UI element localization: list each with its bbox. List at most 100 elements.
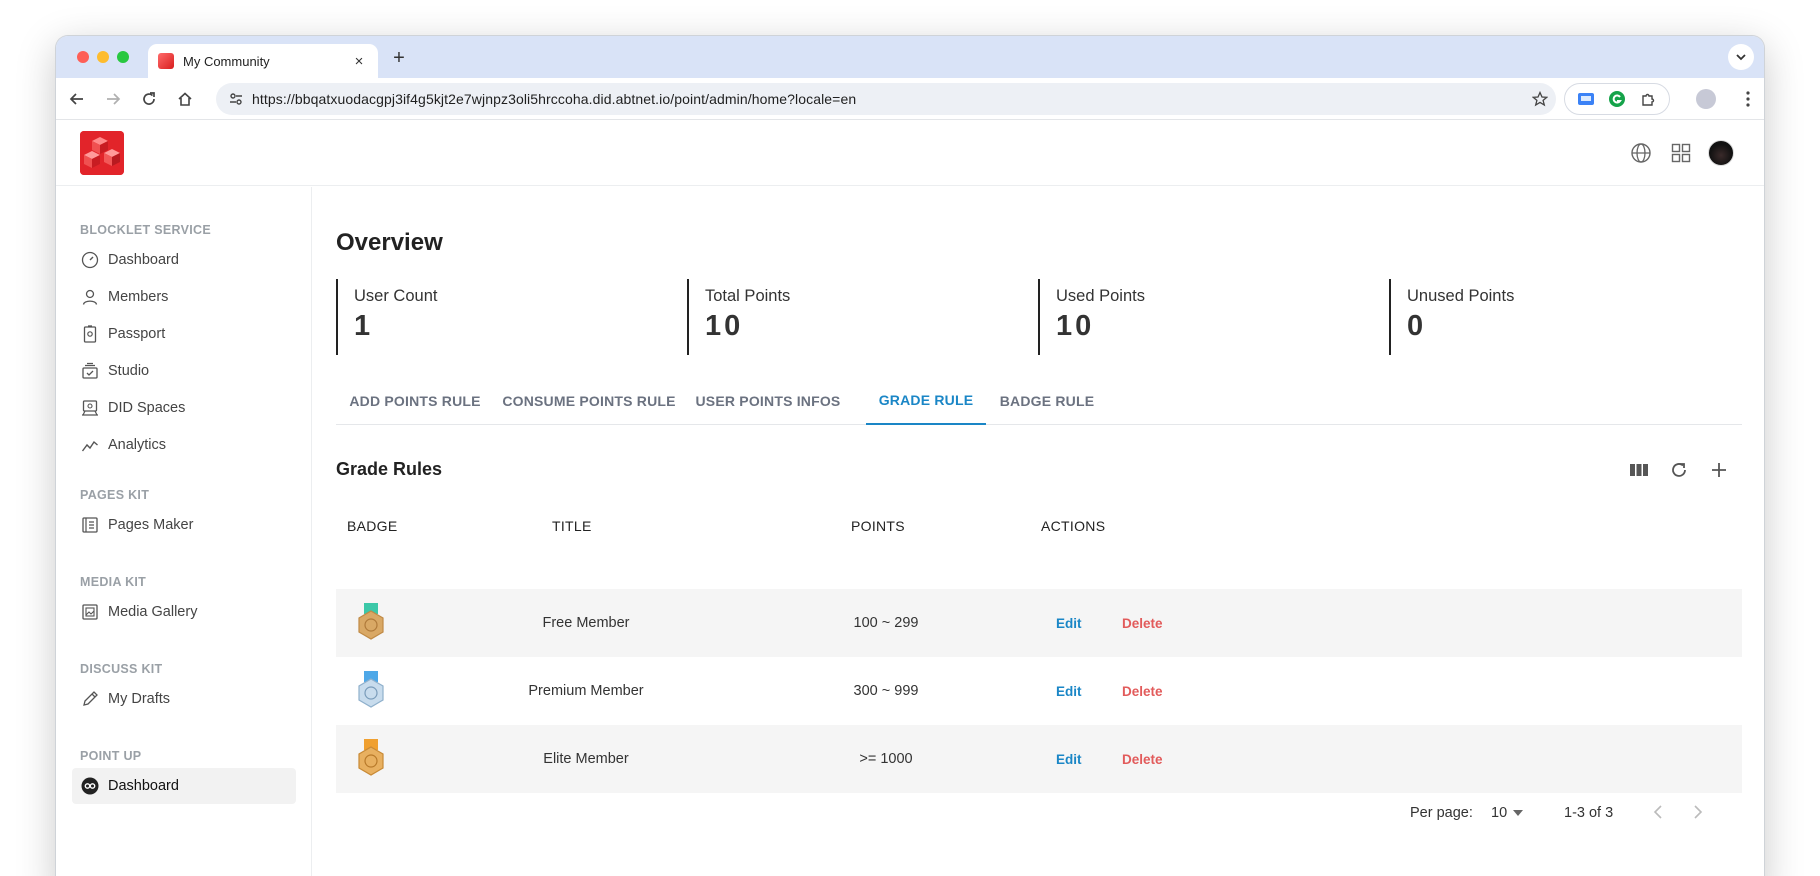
- bookmark-star-icon[interactable]: [1524, 91, 1556, 107]
- url-text: https://bbqatxuodacgpj3if4g5kjt2e7wjnpz3…: [252, 91, 857, 107]
- sidebar-item-label: Passport: [108, 326, 166, 342]
- person-icon: [80, 287, 100, 307]
- grade-points: 300 ~ 999: [853, 683, 919, 699]
- app-logo[interactable]: [80, 131, 124, 175]
- address-bar[interactable]: https://bbqatxuodacgpj3if4g5kjt2e7wjnpz3…: [216, 83, 1556, 115]
- sidebar-item-point-up-dashboard[interactable]: Dashboard: [72, 768, 296, 804]
- sidebar-item-label: My Drafts: [108, 691, 171, 707]
- language-globe-icon[interactable]: [1628, 140, 1654, 166]
- column-header-title: TITLE: [552, 518, 592, 534]
- sidebar-item-did-spaces[interactable]: DID Spaces: [72, 390, 296, 426]
- column-header-points: POINTS: [851, 518, 905, 534]
- sidebar-item-dashboard[interactable]: Dashboard: [72, 242, 296, 278]
- refresh-icon: [1672, 463, 1686, 477]
- more-vertical-icon: [1746, 91, 1750, 107]
- minimize-window-button[interactable]: [97, 51, 109, 63]
- sidebar-item-media-gallery[interactable]: Media Gallery: [72, 594, 296, 630]
- home-icon: [178, 92, 192, 106]
- edit-button[interactable]: Edit: [1056, 683, 1082, 699]
- next-page-button[interactable]: [1685, 799, 1711, 825]
- stat-value: 0: [1407, 310, 1427, 342]
- reload-button[interactable]: [136, 86, 162, 112]
- sidebar-item-label: Dashboard: [108, 778, 179, 794]
- tab-add-points-rule[interactable]: ADD POINTS RULE: [349, 393, 481, 409]
- close-window-button[interactable]: [77, 51, 89, 63]
- stat-label: User Count: [354, 287, 438, 305]
- sidebar-section-point-up: POINT UP: [80, 749, 142, 763]
- tab-search-button[interactable]: [1728, 44, 1754, 70]
- previous-page-button[interactable]: [1645, 799, 1671, 825]
- stat-used-points: Used Points 10: [1038, 279, 1378, 355]
- per-page-label: Per page:: [1410, 805, 1473, 821]
- back-button[interactable]: [64, 86, 90, 112]
- studio-icon: [80, 361, 100, 381]
- sidebar-item-passport[interactable]: Passport: [72, 316, 296, 352]
- refresh-button[interactable]: [1666, 457, 1692, 483]
- add-rule-button[interactable]: [1706, 457, 1732, 483]
- sidebar-item-studio[interactable]: Studio: [72, 353, 296, 389]
- grade-points: 100 ~ 299: [853, 615, 919, 631]
- stat-total-points: Total Points 10: [687, 279, 1027, 355]
- plus-icon: [1712, 463, 1726, 477]
- extensions-puzzle-icon[interactable]: [1638, 89, 1658, 109]
- pagination-range: 1-3 of 3: [1564, 805, 1614, 821]
- maximize-window-button[interactable]: [117, 51, 129, 63]
- delete-button[interactable]: Delete: [1122, 615, 1163, 631]
- tab-grade-rule[interactable]: GRADE RULE: [866, 377, 986, 425]
- point-up-logo-icon: [80, 776, 100, 796]
- sidebar-section-blocklet-service: BLOCKLET SERVICE: [80, 223, 211, 237]
- site-settings-icon[interactable]: [226, 89, 246, 109]
- browser-tab[interactable]: My Community ×: [148, 44, 378, 78]
- sidebar-item-analytics[interactable]: Analytics: [72, 427, 296, 463]
- stat-unused-points: Unused Points 0: [1389, 279, 1729, 355]
- screenshot-extension-icon[interactable]: [1576, 89, 1596, 109]
- column-header-badge: BADGE: [347, 518, 398, 534]
- page-title: Overview: [336, 229, 443, 256]
- grade-title: Premium Member: [528, 683, 644, 699]
- view-columns-icon: [1630, 464, 1648, 476]
- profile-avatar-icon[interactable]: [1696, 89, 1716, 109]
- browser-menu-button[interactable]: [1736, 86, 1760, 112]
- analytics-icon: [80, 435, 100, 455]
- forward-button[interactable]: [100, 86, 126, 112]
- tab-user-points-infos[interactable]: USER POINTS INFOS: [695, 393, 841, 409]
- per-page-select[interactable]: 10: [1491, 805, 1524, 821]
- reload-icon: [143, 92, 155, 105]
- grammarly-extension-icon[interactable]: [1607, 89, 1627, 109]
- extensions-group: [1564, 83, 1670, 115]
- new-tab-button[interactable]: +: [393, 47, 405, 69]
- arrow-right-icon: [107, 93, 121, 105]
- tab-badge-rule[interactable]: BADGE RULE: [999, 393, 1095, 409]
- edit-button[interactable]: Edit: [1056, 615, 1082, 631]
- sidebar-section-pages-kit: PAGES KIT: [80, 488, 150, 502]
- sidebar-item-label: DID Spaces: [108, 400, 186, 416]
- sidebar-section-media-kit: MEDIA KIT: [80, 575, 147, 589]
- user-avatar[interactable]: [1708, 140, 1734, 166]
- grade-rules-title: Grade Rules: [336, 459, 443, 479]
- home-button[interactable]: [172, 86, 198, 112]
- table-row: Elite Member >= 1000 Edit Delete: [336, 725, 1742, 793]
- chevron-left-icon: [1653, 805, 1662, 819]
- table-row: Free Member 100 ~ 299 Edit Delete: [336, 589, 1742, 657]
- app-header: [56, 120, 1764, 186]
- stat-value: 10: [705, 310, 744, 342]
- did-spaces-icon: [80, 398, 100, 418]
- grade-badge-icon: [358, 739, 384, 776]
- stat-value: 10: [1056, 310, 1095, 342]
- tab-title: My Community: [183, 53, 270, 69]
- sidebar-item-pages-maker[interactable]: Pages Maker: [72, 507, 296, 543]
- tab-close-icon[interactable]: ×: [354, 52, 364, 70]
- columns-toggle-button[interactable]: [1626, 457, 1652, 483]
- sidebar-item-label: Dashboard: [108, 252, 179, 268]
- sidebar-item-my-drafts[interactable]: My Drafts: [72, 681, 296, 717]
- delete-button[interactable]: Delete: [1122, 683, 1163, 699]
- edit-button[interactable]: Edit: [1056, 751, 1082, 767]
- sidebar-item-label: Members: [108, 289, 169, 305]
- app-grid-icon[interactable]: [1668, 140, 1694, 166]
- browser-toolbar: https://bbqatxuodacgpj3if4g5kjt2e7wjnpz3…: [56, 78, 1764, 120]
- grade-title: Elite Member: [543, 751, 629, 767]
- tab-consume-points-rule[interactable]: CONSUME POINTS RULE: [502, 393, 676, 409]
- sidebar-item-members[interactable]: Members: [72, 279, 296, 315]
- delete-button[interactable]: Delete: [1122, 751, 1163, 767]
- gallery-icon: [80, 602, 100, 622]
